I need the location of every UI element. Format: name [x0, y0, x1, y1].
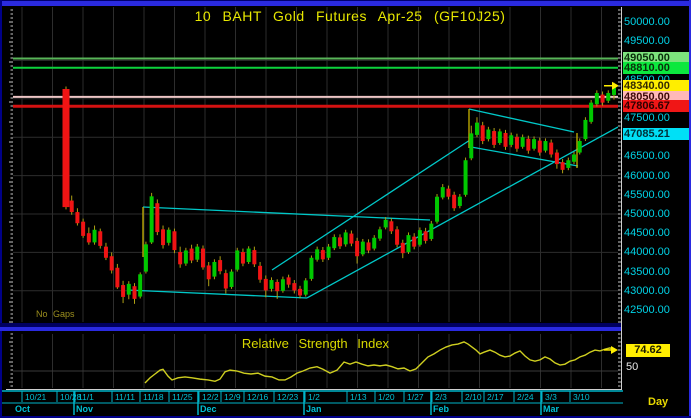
- window-top-band: [0, 0, 691, 6]
- week-tick-label: 11/25: [172, 392, 193, 402]
- price-scale-label: 46500.00: [624, 150, 670, 163]
- trend-channel-lines: [126, 108, 618, 299]
- week-tick-label: 1/2: [308, 392, 320, 402]
- week-tick-label: 1/13: [350, 392, 367, 402]
- window-bottom-border: [0, 416, 691, 418]
- week-tick-label: 2/10: [465, 392, 482, 402]
- week-tick-label: 2/24: [517, 392, 534, 402]
- window-left-border: [0, 0, 2, 418]
- price-level-badge: 47085.21: [623, 127, 690, 140]
- week-tick-label: 2/3: [435, 392, 447, 402]
- price-level-badge: 48810.00: [623, 61, 690, 74]
- month-tick-label: Oct: [15, 404, 31, 414]
- rsi-value-badge: 74.62: [626, 344, 670, 357]
- week-tick-label: 3/3: [545, 392, 557, 402]
- price-level-badge: 49050.00: [623, 52, 690, 65]
- week-tick-label: 3/10: [573, 392, 590, 402]
- window-right-border: [689, 0, 691, 418]
- panel-separator-highlight: [0, 327, 622, 331]
- week-tick-label: 12/9: [224, 392, 241, 402]
- week-tick-label: 1/27: [407, 392, 424, 402]
- candlesticks: [62, 82, 616, 304]
- price-level-badge: 48340.00: [623, 79, 690, 92]
- rsi-line: [144, 341, 616, 384]
- price-scale-label: 50000.00: [624, 16, 670, 28]
- price-scale-label: 43000.00: [624, 284, 670, 297]
- month-tick-label: Nov: [76, 404, 94, 414]
- current-price-arrow-icon: [604, 81, 619, 90]
- horizontal-price-lines: [13, 57, 618, 108]
- price-scale-label: 45000.00: [624, 208, 670, 220]
- week-tick-label: 12/23: [277, 392, 299, 402]
- price-scale-label: 42500.00: [624, 304, 670, 316]
- month-tick-label: Mar: [543, 404, 560, 414]
- week-tick-label: 11/18: [143, 392, 164, 402]
- week-tick-label: 10/21: [25, 392, 47, 402]
- chart-title: 10 BAHT Gold Futures Apr-25 (GF10J25): [194, 8, 506, 24]
- date-axis-lines: [2, 390, 623, 415]
- week-tick-label: 11/1: [78, 392, 94, 402]
- chart-right-border: [621, 7, 622, 390]
- week-tick-label: 10/28: [60, 392, 82, 402]
- no-gaps-label: No Gaps: [36, 309, 75, 319]
- month-tick-label: Jan: [306, 404, 322, 414]
- price-scale-label: 44500.00: [624, 227, 670, 240]
- week-tick-label: 12/2: [202, 392, 219, 402]
- price-level-badge: 48050.00: [623, 90, 690, 103]
- channel-anchor-lines: [142, 109, 578, 258]
- price-scale-label: 45500.00: [624, 188, 670, 201]
- rsi-gridlines: [13, 334, 618, 388]
- price-scale-label: 47500.00: [624, 112, 670, 124]
- week-tick-label: 11/11: [115, 392, 136, 402]
- price-scale-label: 49500.00: [624, 35, 670, 48]
- price-scale-label: 44000.00: [624, 246, 670, 259]
- price-scale-label: 43500.00: [624, 265, 670, 278]
- price-level-badge: 47806.67: [623, 100, 690, 113]
- timeframe-label[interactable]: Day: [648, 396, 669, 408]
- rsi-arrow-icon: [604, 345, 618, 354]
- week-tick-label: 2/17: [487, 392, 504, 402]
- rsi-title: Relative Strength Index: [241, 336, 390, 351]
- month-tick-label: Feb: [433, 404, 450, 414]
- month-tick-label: Dec: [200, 404, 217, 414]
- main-gridlines: [13, 7, 618, 322]
- week-tick-label: 1/20: [378, 392, 395, 402]
- panel-separator: [0, 323, 622, 327]
- rsi-mid-label: 50: [626, 361, 639, 373]
- rsi-panel-bottom-border: [6, 389, 622, 390]
- week-tick-label: 12/16: [247, 392, 269, 402]
- price-scale-label: 46000.00: [624, 169, 670, 182]
